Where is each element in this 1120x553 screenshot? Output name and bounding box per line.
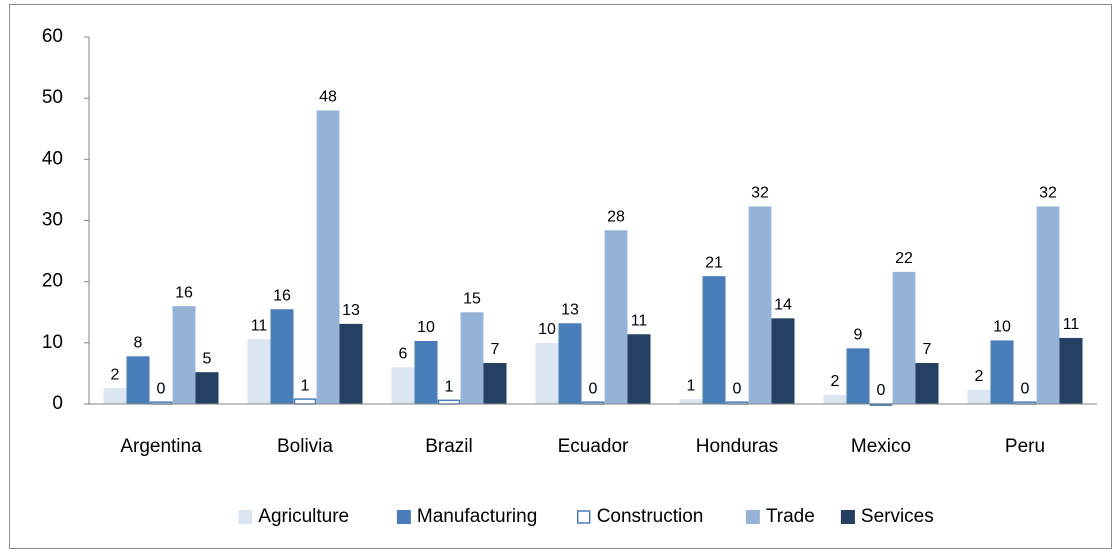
y-tick-label: 10	[42, 332, 63, 353]
x-tick-label: Argentina	[120, 436, 202, 457]
data-label: 16	[273, 287, 291, 304]
data-label: 14	[774, 297, 792, 314]
data-label: 10	[538, 321, 556, 338]
data-label: 15	[463, 290, 481, 307]
data-label: 2	[975, 368, 984, 385]
data-label: 2	[111, 366, 120, 383]
data-label: 8	[134, 335, 143, 352]
bar	[748, 206, 772, 404]
data-label: 13	[342, 302, 360, 319]
legend-swatch	[396, 510, 411, 524]
bar	[126, 356, 150, 404]
legend-label: Construction	[597, 506, 704, 527]
data-label: 13	[561, 301, 579, 318]
bar	[1036, 206, 1060, 404]
data-label: 1	[301, 377, 310, 394]
data-label: 32	[1039, 185, 1057, 202]
legend-label: Trade	[766, 506, 815, 527]
bar	[679, 399, 703, 404]
data-label: 7	[923, 341, 932, 358]
data-label: 6	[399, 346, 408, 363]
data-label: 0	[157, 380, 166, 397]
bar	[915, 363, 939, 404]
y-tick-label: 30	[42, 210, 63, 231]
data-label: 11	[251, 317, 268, 334]
data-label: 0	[877, 382, 886, 399]
bar	[892, 271, 916, 404]
data-label: 48	[319, 89, 337, 106]
bar	[391, 367, 415, 404]
chart-border	[9, 4, 1112, 549]
data-label: 11	[631, 312, 648, 329]
bar	[414, 340, 438, 404]
data-label: 28	[607, 209, 625, 226]
data-label: 1	[445, 379, 454, 396]
bar	[967, 389, 991, 404]
bar	[702, 276, 726, 404]
data-label: 11	[1063, 316, 1080, 333]
bar	[195, 372, 219, 404]
data-label: 10	[417, 319, 435, 336]
bar	[483, 363, 507, 404]
y-tick-label: 20	[42, 271, 63, 292]
bar	[437, 399, 461, 405]
bar	[604, 230, 628, 404]
bar	[558, 323, 582, 404]
legend-label: Manufacturing	[417, 506, 537, 527]
legend-swatch	[238, 510, 253, 524]
bar	[339, 323, 363, 404]
bar	[823, 394, 847, 404]
x-tick-label: Ecuador	[558, 436, 629, 457]
x-tick-label: Mexico	[851, 436, 911, 457]
legend-swatch	[745, 510, 760, 524]
bar	[846, 348, 870, 404]
x-tick-label: Brazil	[425, 436, 473, 457]
y-tick-label: 60	[42, 26, 63, 47]
data-label: 2	[831, 373, 840, 390]
bar	[172, 306, 196, 404]
data-label: 0	[1021, 380, 1030, 397]
bar	[627, 334, 651, 404]
bar	[103, 388, 127, 404]
legend-swatch	[576, 510, 591, 524]
legend-swatch	[840, 510, 855, 524]
bar	[990, 340, 1014, 404]
data-label: 21	[705, 254, 723, 271]
bar	[460, 312, 484, 404]
data-label: 7	[491, 341, 500, 358]
data-label: 22	[895, 250, 913, 267]
y-tick-label: 50	[42, 87, 63, 108]
x-tick-label: Peru	[1005, 436, 1045, 457]
data-label: 5	[203, 350, 212, 367]
y-tick-label: 0	[52, 393, 63, 414]
legend-label: Agriculture	[258, 506, 349, 527]
data-label: 16	[175, 284, 193, 301]
y-tick-label: 40	[42, 148, 63, 169]
bar	[771, 318, 795, 404]
data-label: 32	[751, 185, 769, 202]
data-label: 10	[993, 319, 1011, 336]
data-label: 0	[733, 380, 742, 397]
bar	[535, 342, 559, 404]
x-tick-label: Honduras	[696, 436, 778, 457]
bar	[1059, 337, 1083, 404]
data-label: 9	[854, 327, 863, 344]
data-label: 1	[687, 377, 696, 394]
bar	[270, 309, 294, 404]
bar	[247, 339, 271, 404]
bar	[293, 398, 317, 405]
bar	[316, 110, 340, 405]
legend-label: Services	[861, 506, 934, 527]
data-label: 0	[589, 380, 598, 397]
x-tick-label: Bolivia	[277, 436, 333, 457]
